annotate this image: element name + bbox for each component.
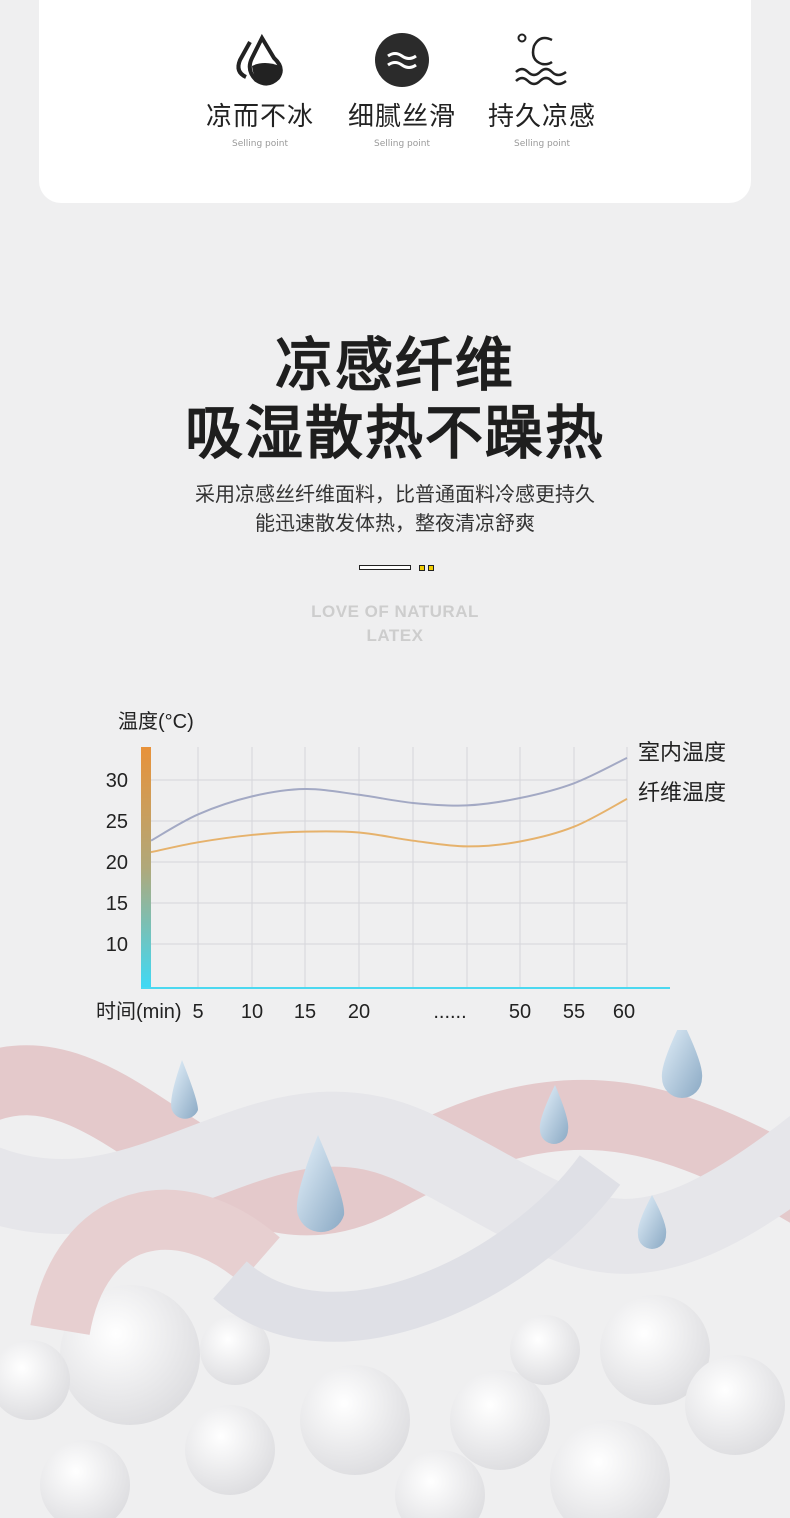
divider-bar xyxy=(359,565,411,570)
x-tick-label: 10 xyxy=(241,1001,263,1023)
divider-dot xyxy=(419,565,425,571)
y-tick-label: 30 xyxy=(106,770,128,792)
headline-line2: 吸湿散热不躁热 xyxy=(184,399,605,467)
selling-points-card: 凉而不冰 Selling point 细腻丝滑 Selling point 持久… xyxy=(39,0,751,203)
x-tick-label: 60 xyxy=(613,1001,635,1023)
feature-cool: 凉而不冰 Selling point xyxy=(190,30,330,149)
y-tick-label: 20 xyxy=(106,852,128,874)
x-axis-label: 时间(min) xyxy=(96,1000,182,1023)
feature-smooth: 细腻丝滑 Selling point xyxy=(332,30,472,149)
waves-circle-icon xyxy=(375,33,429,87)
pink-fiber xyxy=(0,1045,790,1236)
legend-fiber: 纤维温度 xyxy=(638,780,726,805)
y-axis-label: 温度(°C) xyxy=(118,710,194,733)
pink-fiber xyxy=(30,1189,280,1336)
y-tick-label: 10 xyxy=(106,934,128,956)
x-tick-label: 50 xyxy=(509,1001,531,1023)
description-line2: 能迅速散发体热，整夜清凉舒爽 xyxy=(255,511,535,535)
water-drop-icons xyxy=(171,1030,703,1249)
x-tick-label: 20 xyxy=(348,1001,370,1023)
x-tick-label: ...... xyxy=(433,1001,466,1023)
y-tick-label: 15 xyxy=(106,893,128,915)
y-axis-bar xyxy=(141,747,151,988)
water-drops-icon xyxy=(236,33,283,86)
series-line-fiber xyxy=(150,797,628,854)
fiber-cross-section xyxy=(213,1154,621,1342)
x-tick-label: 15 xyxy=(294,1001,316,1023)
x-tick-label: 5 xyxy=(192,1001,203,1023)
feature-lasting: 持久凉感 Selling point xyxy=(472,30,612,149)
divider-dot xyxy=(428,565,434,571)
description-line1: 采用凉感丝纤维面料，比普通面料冷感更持久 xyxy=(195,482,595,506)
series-line-indoor xyxy=(150,756,628,842)
headline-line1: 凉感纤维 xyxy=(274,331,515,399)
temperature-chart: 温度(°C) 10 15 20 25 30 5 10 15 20...... 50 55 60 时间(… xyxy=(96,710,726,1023)
temperature-waves-icon xyxy=(515,33,567,86)
legend-indoor: 室内温度 xyxy=(638,740,726,765)
x-tick-label: 55 xyxy=(563,1001,585,1023)
watermark-text: LOVE OF NATURAL LATEX xyxy=(311,602,479,645)
foam-spheres xyxy=(0,1285,785,1518)
fiber-illustration xyxy=(0,1030,790,1518)
y-tick-label: 25 xyxy=(106,811,128,833)
